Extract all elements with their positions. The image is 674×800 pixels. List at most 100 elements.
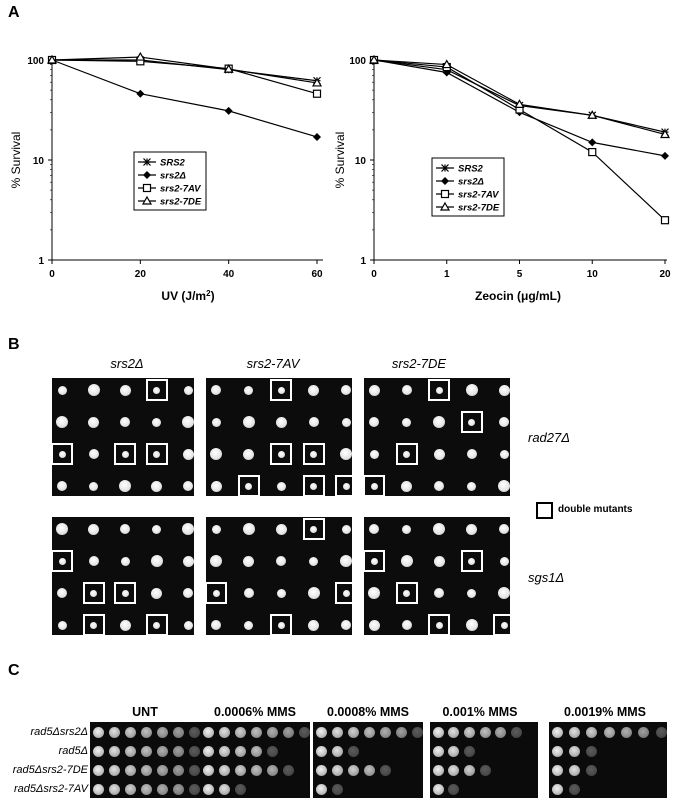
series-line: [51, 59, 318, 138]
colony: [243, 555, 254, 567]
yeast-spot: [282, 726, 294, 738]
yeast-spot: [379, 726, 391, 738]
colony: [468, 557, 475, 565]
colony: [342, 482, 350, 490]
yeast-spot: [463, 726, 475, 738]
square-marker: [312, 89, 322, 98]
colony: [57, 481, 67, 491]
double-mutant-square: [302, 443, 325, 465]
condition-title: UNT: [132, 705, 158, 719]
colony: [467, 481, 476, 491]
yeast-spot: [411, 726, 423, 738]
x-tick-label: 20: [659, 269, 671, 280]
x-tick-label: 0: [371, 269, 377, 280]
colony: [210, 448, 222, 460]
legend-square-icon: [536, 502, 553, 519]
double-mutant-square: [335, 475, 357, 497]
double-mutant-square: [82, 614, 105, 636]
yeast-spot: [250, 745, 262, 757]
colony: [401, 480, 412, 492]
colony: [153, 386, 160, 394]
colony: [89, 481, 98, 491]
colony: [150, 555, 163, 567]
triangle-marker: [311, 77, 323, 87]
square-marker: [660, 216, 670, 225]
colony: [211, 620, 221, 630]
colony: [403, 450, 410, 458]
y-axis-label: % Survival: [333, 132, 347, 189]
tetrad-plate: [363, 517, 515, 636]
double-mutant-square: [270, 379, 292, 401]
double-mutant-square: [363, 550, 385, 572]
spot-plate: [430, 722, 538, 798]
y-tick-label: 1: [360, 256, 366, 267]
yeast-spot: [379, 764, 391, 776]
colony: [308, 384, 319, 396]
colony: [368, 587, 380, 599]
colony: [275, 416, 287, 428]
colony: [467, 588, 476, 598]
yeast-spot: [551, 745, 563, 757]
colony: [433, 523, 445, 535]
legend-entry: srs2-7AV: [160, 184, 201, 195]
yeast-spot: [234, 783, 246, 795]
double-mutant-square: [363, 475, 385, 497]
triangle-marker: [514, 99, 525, 108]
yeast-spot: [551, 783, 563, 795]
yeast-spot: [479, 764, 491, 776]
tetrad-plate: [51, 378, 194, 496]
yeast-spot: [551, 764, 563, 776]
colony: [210, 555, 222, 567]
double-mutant-square: [302, 475, 325, 497]
colony: [498, 587, 510, 599]
colony: [182, 555, 194, 567]
yeast-spot: [92, 783, 104, 795]
colony: [498, 480, 510, 492]
yeast-spot: [234, 745, 246, 757]
yeast-spot: [188, 764, 200, 776]
x-axis-label: Zeocin (μg/mL): [475, 289, 561, 303]
spot-plate: [549, 722, 667, 798]
yeast-spot: [188, 726, 200, 738]
colony: [88, 523, 99, 535]
double-mutant-square: [335, 582, 357, 604]
yeast-spot: [479, 726, 491, 738]
colony: [90, 589, 97, 597]
chart-uv: % Survival UV (J/m2) 1 10 100 0 20 40 60 SRS2 sr…: [9, 51, 323, 303]
diamond-marker: [143, 171, 151, 179]
colony: [307, 587, 320, 599]
yeast-spot: [315, 726, 327, 738]
yeast-spot: [495, 726, 507, 738]
colony: [58, 450, 66, 458]
colony: [468, 418, 475, 426]
yeast-spot: [108, 745, 120, 757]
colony: [153, 450, 160, 458]
x-tick-label: 40: [223, 269, 235, 280]
colony: [499, 449, 509, 459]
yeast-spot: [448, 726, 460, 738]
colony: [277, 386, 285, 394]
double-mutant-square: [428, 379, 450, 401]
colony: [341, 524, 351, 534]
double-mutant-square: [270, 443, 292, 465]
colony: [368, 384, 380, 396]
series-line: [373, 59, 666, 136]
yeast-spot: [172, 783, 184, 795]
column-title: srs2Δ: [110, 356, 144, 371]
colony: [119, 619, 131, 631]
yeast-spot: [92, 726, 104, 738]
triangle-marker: [223, 63, 234, 73]
double-mutant-square: [51, 550, 73, 572]
colony: [369, 449, 379, 459]
yeast-spot: [347, 764, 359, 776]
colony: [277, 450, 285, 458]
legend-entry: SRS2: [160, 158, 186, 169]
colony: [340, 448, 352, 460]
strain-label: rad5Δ: [58, 745, 88, 757]
asterisk-marker: [143, 158, 151, 166]
y-tick-label: 10: [355, 156, 367, 167]
yeast-spot: [218, 745, 230, 757]
triangle-marker: [441, 59, 452, 69]
yeast-spot: [586, 745, 598, 757]
